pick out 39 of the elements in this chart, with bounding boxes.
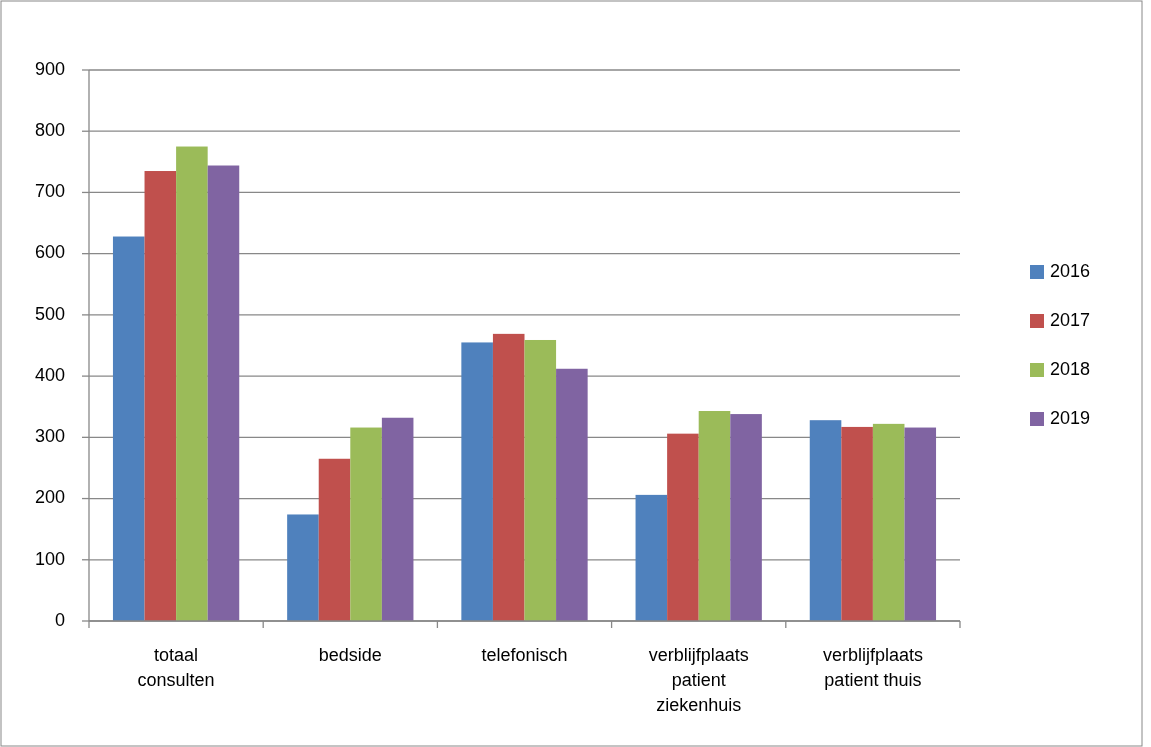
y-tick-label: 0 — [54, 609, 65, 630]
y-tick-label: 100 — [34, 548, 65, 569]
legend-label: 2019 — [1050, 407, 1091, 428]
bar — [112, 236, 145, 621]
bar — [461, 342, 493, 621]
y-tick-label: 900 — [34, 58, 65, 79]
bar — [698, 411, 731, 621]
bar — [287, 514, 319, 621]
y-tick-label: 800 — [34, 119, 65, 140]
y-tick-label: 700 — [34, 181, 65, 202]
bar — [524, 339, 557, 621]
bar — [492, 333, 525, 621]
bar — [635, 494, 668, 621]
bar — [809, 420, 842, 621]
bar — [904, 427, 937, 621]
legend-label: 2017 — [1050, 309, 1091, 330]
bar — [350, 427, 382, 621]
y-tick-label: 400 — [34, 364, 65, 385]
y-tick-label: 300 — [34, 426, 65, 447]
x-tick-label: verblijfplaats patient ziekenhuis — [648, 645, 749, 715]
y-tick-label: 600 — [34, 242, 65, 263]
legend-label: 2018 — [1050, 358, 1091, 379]
legend-label: 2016 — [1050, 260, 1091, 281]
bar — [730, 414, 762, 621]
x-tick-label: telefonisch — [481, 645, 568, 665]
y-tick-label: 500 — [34, 303, 65, 324]
bar — [556, 368, 588, 621]
bar — [318, 458, 351, 621]
bar — [381, 417, 414, 621]
x-tick-label: bedside — [318, 645, 382, 665]
bar — [667, 433, 699, 621]
y-tick-label: 200 — [34, 487, 65, 508]
x-tick-label: totaal consulten — [137, 645, 215, 690]
bar — [176, 146, 208, 621]
bar — [144, 171, 177, 621]
bar — [207, 165, 240, 621]
bar — [872, 423, 905, 621]
bar — [841, 426, 873, 621]
x-tick-label: verblijfplaats patient thuis — [822, 645, 923, 690]
